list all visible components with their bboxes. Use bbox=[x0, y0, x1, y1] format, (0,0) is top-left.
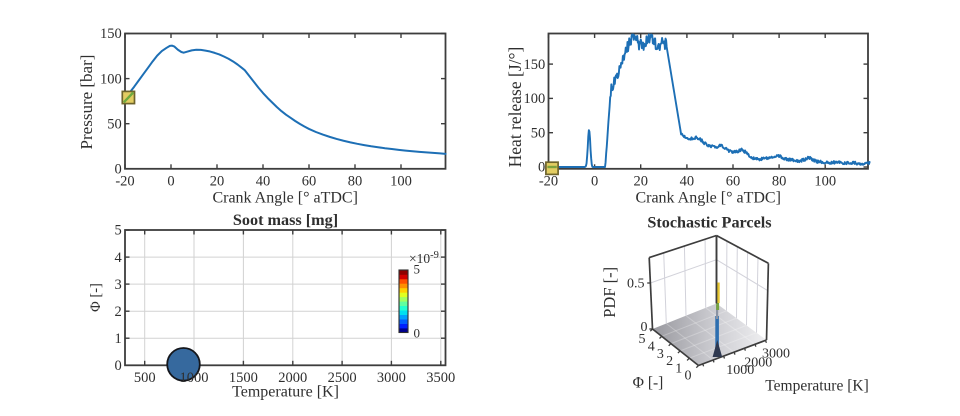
svg-text:5: 5 bbox=[414, 261, 421, 276]
svg-text:100: 100 bbox=[100, 71, 122, 87]
svg-text:0: 0 bbox=[115, 358, 122, 374]
svg-text:100: 100 bbox=[814, 174, 836, 190]
svg-text:-20: -20 bbox=[115, 174, 134, 190]
svg-text:0.5: 0.5 bbox=[627, 276, 645, 291]
svg-text:0: 0 bbox=[591, 174, 598, 190]
svg-text:1000: 1000 bbox=[180, 370, 209, 386]
svg-text:4: 4 bbox=[115, 250, 123, 266]
svg-text:Heat release [J/°]: Heat release [J/°] bbox=[505, 47, 525, 168]
svg-text:Φ [-]: Φ [-] bbox=[88, 283, 104, 312]
svg-text:3: 3 bbox=[657, 347, 664, 362]
svg-text:150: 150 bbox=[524, 57, 546, 73]
svg-text:40: 40 bbox=[680, 174, 695, 190]
svg-text:1: 1 bbox=[115, 331, 122, 347]
svg-text:2: 2 bbox=[115, 304, 122, 320]
svg-text:0: 0 bbox=[538, 160, 545, 176]
svg-text:Temperature [K]: Temperature [K] bbox=[232, 384, 339, 401]
svg-text:50: 50 bbox=[531, 125, 546, 141]
svg-text:0: 0 bbox=[167, 174, 174, 190]
svg-text:Φ [-]: Φ [-] bbox=[633, 375, 664, 392]
svg-text:0: 0 bbox=[685, 369, 692, 384]
svg-text:Soot mass [mg]: Soot mass [mg] bbox=[233, 211, 338, 229]
svg-text:Temperature [K]: Temperature [K] bbox=[765, 378, 868, 395]
svg-text:PDF [-]: PDF [-] bbox=[600, 267, 619, 318]
svg-text:Crank Angle [° aTDC]: Crank Angle [° aTDC] bbox=[212, 190, 357, 207]
svg-text:3500: 3500 bbox=[426, 370, 455, 386]
svg-text:3000: 3000 bbox=[762, 347, 790, 362]
svg-text:Pressure [bar]: Pressure [bar] bbox=[77, 55, 96, 150]
svg-text:80: 80 bbox=[772, 174, 787, 190]
svg-text:Stochastic Parcels: Stochastic Parcels bbox=[647, 214, 771, 232]
svg-text:5: 5 bbox=[639, 332, 646, 347]
svg-text:3000: 3000 bbox=[377, 370, 406, 386]
svg-text:40: 40 bbox=[256, 174, 271, 190]
svg-text:2500: 2500 bbox=[328, 370, 357, 386]
svg-text:-20: -20 bbox=[539, 174, 558, 190]
svg-text:4: 4 bbox=[648, 340, 655, 355]
svg-text:500: 500 bbox=[134, 370, 156, 386]
svg-text:100: 100 bbox=[524, 91, 546, 107]
svg-text:Crank Angle [° aTDC]: Crank Angle [° aTDC] bbox=[635, 190, 780, 207]
svg-text:2000: 2000 bbox=[744, 356, 772, 371]
svg-text:60: 60 bbox=[302, 174, 317, 190]
svg-text:1000: 1000 bbox=[726, 363, 754, 378]
svg-text:0: 0 bbox=[641, 320, 648, 335]
svg-text:1500: 1500 bbox=[229, 370, 258, 386]
svg-text:5: 5 bbox=[115, 223, 122, 239]
svg-text:60: 60 bbox=[726, 174, 741, 190]
svg-text:20: 20 bbox=[633, 174, 648, 190]
svg-text:150: 150 bbox=[100, 26, 122, 42]
svg-text:2000: 2000 bbox=[278, 370, 307, 386]
svg-text:80: 80 bbox=[348, 174, 363, 190]
svg-text:0: 0 bbox=[414, 326, 421, 341]
svg-text:1: 1 bbox=[675, 361, 682, 376]
svg-text:50: 50 bbox=[107, 116, 122, 132]
svg-text:2: 2 bbox=[666, 354, 673, 369]
svg-text:100: 100 bbox=[390, 174, 412, 190]
svg-text:0: 0 bbox=[115, 162, 122, 178]
svg-text:20: 20 bbox=[210, 174, 225, 190]
svg-text:3: 3 bbox=[115, 277, 122, 293]
